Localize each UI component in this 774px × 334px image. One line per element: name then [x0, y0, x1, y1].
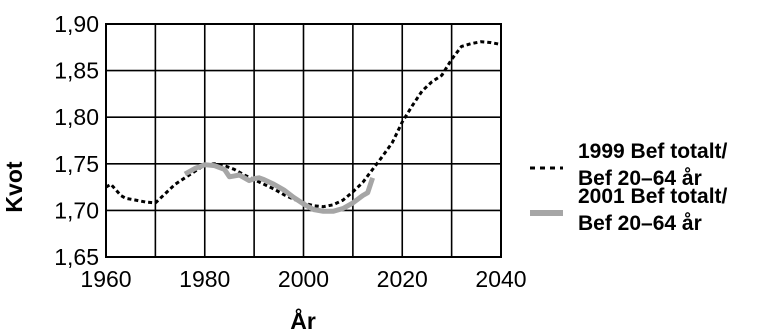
series-lines: [105, 40, 502, 214]
series-line: [105, 40, 502, 209]
y-tick-label: 1,70: [54, 197, 99, 223]
x-tick-label: 2020: [377, 266, 428, 292]
x-tick-label: 1960: [80, 266, 131, 292]
y-tick-label: 1,85: [54, 58, 99, 84]
y-tick-label: 1,75: [54, 151, 99, 177]
x-tick-label: 1980: [179, 266, 230, 292]
x-tick-label: 2040: [475, 266, 526, 292]
series-line: [183, 162, 375, 214]
grid: [105, 23, 502, 258]
x-tick-label: 2000: [278, 266, 329, 292]
legend-label: 2001 Bef totalt/Bef 20–64 år: [578, 185, 728, 235]
y-axis-title: Kvot: [1, 161, 27, 212]
plot-frame: [105, 23, 502, 258]
y-tick-labels: 1,65 1,70 1,75 1,80 1,85 1,90: [54, 11, 99, 270]
y-tick-label: 1,90: [54, 11, 99, 37]
x-axis-title: År: [290, 307, 316, 334]
y-tick-label: 1,65: [54, 244, 99, 270]
y-tick-label: 1,80: [54, 104, 99, 130]
legend-label: 1999 Bef totalt/Bef 20–64 år: [578, 140, 728, 190]
x-tick-labels: 1960 1980 2000 2020 2040: [80, 266, 526, 292]
